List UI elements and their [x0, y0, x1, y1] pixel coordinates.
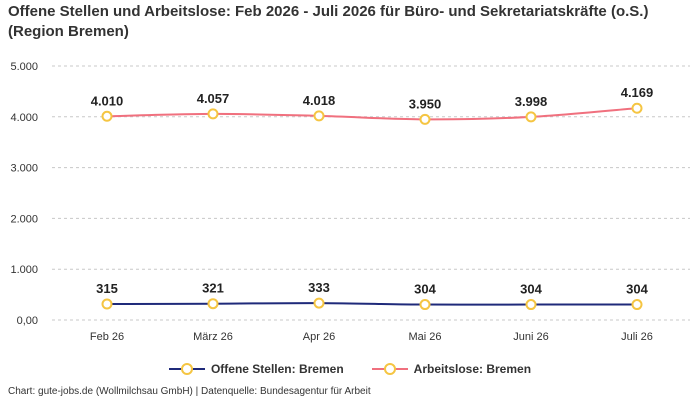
series-line — [106, 107, 638, 121]
data-point — [631, 102, 643, 114]
data-label: 321 — [202, 281, 224, 296]
x-tick-label: März 26 — [193, 331, 233, 343]
data-point — [207, 108, 219, 120]
data-label: 3.998 — [515, 94, 548, 109]
y-tick-label: 4.000 — [10, 112, 38, 124]
legend-label-arbeitslose: Arbeitslose: Bremen — [413, 362, 532, 376]
x-axis-ticks: Feb 26 März 26 Apr 26 Mai 26 Juni 26 Juli 26 — [90, 331, 653, 343]
x-tick-label: Mai 26 — [408, 331, 441, 343]
data-point — [525, 111, 537, 123]
data-label: 333 — [308, 280, 330, 295]
legend-item-arbeitslose[interactable]: Arbeitslose: Bremen — [371, 362, 532, 376]
data-label: 4.169 — [621, 85, 654, 100]
data-point — [631, 299, 643, 311]
data-point — [101, 298, 113, 310]
y-tick-label: 5.000 — [10, 61, 38, 73]
legend-swatch-arbeitslose — [371, 363, 408, 375]
data-label: 4.057 — [197, 91, 230, 106]
data-label: 304 — [626, 282, 648, 297]
source-footer: Chart: gute-jobs.de (Wollmilchsau GmbH) … — [8, 386, 371, 397]
legend-item-offene-stellen[interactable]: Offene Stellen: Bremen — [168, 362, 344, 376]
data-point — [313, 297, 325, 309]
data-point — [101, 110, 113, 122]
data-point — [525, 299, 537, 311]
series-layer — [101, 102, 643, 311]
data-point — [207, 298, 219, 310]
data-label: 304 — [520, 282, 542, 297]
data-label: 304 — [414, 282, 436, 297]
data-label: 4.018 — [303, 93, 336, 108]
x-tick-label: Juni 26 — [513, 331, 548, 343]
legend-swatch-offene-stellen — [168, 363, 205, 375]
x-tick-label: Juli 26 — [621, 331, 653, 343]
series-line — [106, 302, 637, 306]
data-point — [313, 110, 325, 122]
data-labels: 315 321 333 304 304 304 4.010 4.057 4.018 3.950 3.… — [91, 85, 654, 296]
y-tick-label: 3.000 — [10, 163, 38, 175]
grid-layer — [52, 65, 690, 321]
x-tick-label: Feb 26 — [90, 331, 124, 343]
data-point — [419, 299, 431, 311]
data-point — [419, 113, 431, 125]
data-label: 315 — [96, 281, 118, 296]
data-label: 3.950 — [409, 96, 442, 111]
y-tick-label: 0,00 — [17, 315, 38, 327]
y-tick-label: 2.000 — [10, 213, 38, 225]
legend-label-offene-stellen: Offene Stellen: Bremen — [210, 362, 344, 376]
chart-title: Offene Stellen und Arbeitslose: Feb 2026… — [8, 3, 649, 40]
x-tick-label: Apr 26 — [303, 331, 335, 343]
y-tick-label: 1.000 — [10, 264, 38, 276]
data-label: 4.010 — [91, 93, 124, 108]
y-axis-ticks: 0,00 1.000 2.000 3.000 4.000 5.000 — [10, 61, 38, 327]
legend: Offene Stellen: Bremen Arbeitslose: Brem… — [0, 362, 700, 376]
